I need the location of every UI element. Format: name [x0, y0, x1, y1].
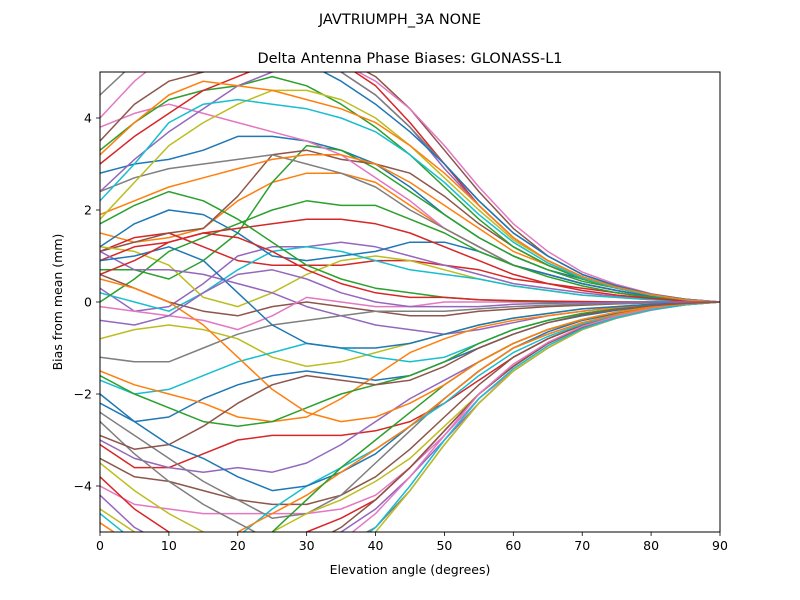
y-axis-ticks: −4 −2 0 2 4 [74, 111, 100, 494]
chart-title: Delta Antenna Phase Biases: GLONASS-L1 [257, 51, 562, 67]
series-line-s44 [100, 301, 720, 532]
series-line-s2 [100, 172, 720, 303]
series-layer [100, 72, 720, 532]
series-line-s3 [100, 144, 720, 303]
x-tick-label: 80 [643, 538, 659, 553]
x-tick-label: 70 [574, 538, 590, 553]
x-tick-label: 50 [436, 538, 452, 553]
series-line-s27 [100, 301, 720, 515]
x-tick-label: 90 [712, 538, 728, 553]
x-tick-label: 30 [299, 538, 315, 553]
y-tick-label: −4 [74, 479, 92, 494]
series-line-s40 [100, 98, 720, 303]
series-line-s56 [100, 301, 720, 450]
series-line-s34 [100, 72, 720, 303]
x-tick-label: 20 [230, 538, 246, 553]
series-line-s50 [100, 301, 720, 532]
series-line-s23 [100, 301, 720, 427]
series-line-s6 [100, 149, 720, 303]
series-line-s36 [100, 72, 720, 303]
y-tick-label: −2 [74, 387, 92, 402]
series-line-s13 [100, 200, 720, 303]
series-line-s42 [100, 80, 720, 303]
x-axis-label: Elevation angle (degrees) [330, 562, 491, 577]
series-line-s41 [100, 72, 720, 303]
series-line-s49 [100, 301, 720, 532]
series-line-s55 [100, 269, 720, 326]
x-tick-label: 60 [505, 538, 521, 553]
series-line-s43 [271, 301, 720, 532]
series-line-s8 [100, 154, 720, 303]
series-line-s24 [100, 301, 720, 469]
x-tick-label: 0 [96, 538, 104, 553]
x-tick-label: 10 [161, 538, 177, 553]
series-line-s18 [100, 301, 720, 363]
chart-suptitle: JAVTRIUMPH_3A NONE [318, 12, 481, 28]
series-line-s46 [330, 301, 720, 532]
series-line-s32 [100, 301, 720, 532]
series-line-s37 [100, 72, 720, 303]
y-tick-label: 2 [84, 203, 92, 218]
y-tick-label: 4 [84, 111, 92, 126]
x-tick-label: 40 [368, 538, 384, 553]
series-line-s53 [100, 190, 720, 303]
series-line-s52 [100, 278, 720, 423]
series-line-s51 [100, 246, 720, 349]
series-line-s47 [351, 301, 720, 532]
x-axis-ticks: 0 10 20 30 40 50 60 70 80 90 [96, 532, 728, 553]
series-line-s22 [100, 301, 720, 423]
series-line-s5 [100, 241, 720, 312]
series-line-s12 [100, 154, 720, 303]
series-line-s11 [100, 209, 720, 303]
y-axis-label: Bias from mean (mm) [50, 234, 65, 371]
y-tick-label: 0 [84, 295, 92, 310]
